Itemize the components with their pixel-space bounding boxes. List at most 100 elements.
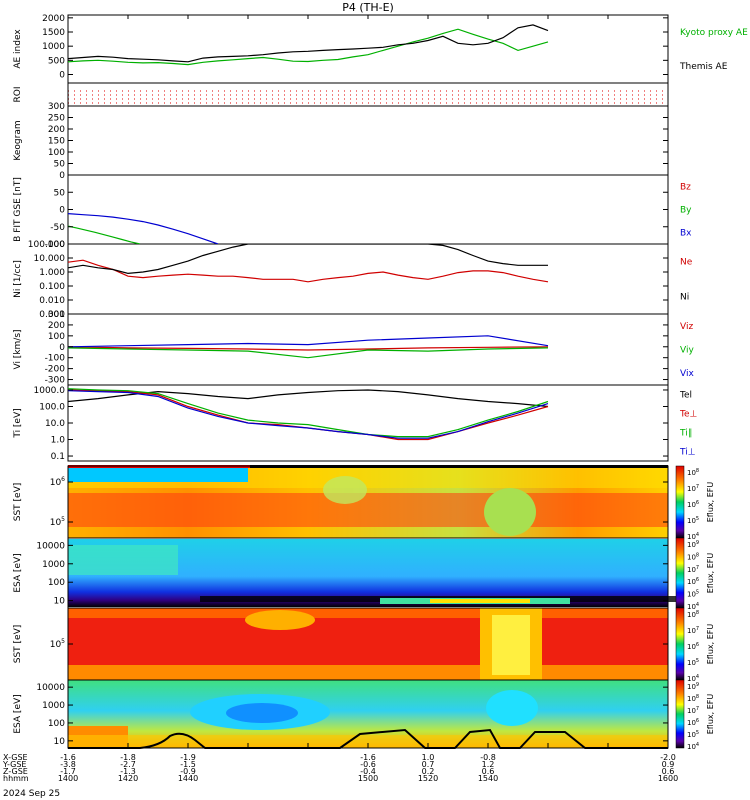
y-axis-label-esa_e: ESA [eV] [13,553,23,592]
colorbar-label: Eflux, EFU [706,624,715,665]
y-tick-label: -100 [45,240,66,250]
y-axis-labels: AE index ROI Keogram B FIT GSE [nT] Ni [1/cc… [13,29,23,734]
y-tick-label: -200 [45,365,66,375]
y-tick-label: 100 [48,148,65,158]
y-tick-label: 10.000 [34,254,66,264]
legend-tel: Tel [679,391,692,401]
x-tick-hhmm: 1500 [358,774,378,783]
colorbar-esa_e [675,537,685,609]
velocity-panel [68,335,549,359]
x-tick-hhmm: 1440 [178,774,198,783]
colorbar-tick: 104 [687,674,699,683]
n-series-ni [68,244,548,275]
colorbar-tick: 105 [687,730,699,739]
y-tick-label: -100 [45,354,66,364]
y-axis-label-b: B FIT GSE [nT] [13,177,23,242]
y-tick-label: 10 [54,597,66,607]
x-tick-hhmm: 1400 [58,774,78,783]
y-axis-label-sst_i: SST [eV] [13,625,23,664]
x-tick-hhmm: 1540 [478,774,498,783]
colorbar-tick: 106 [687,718,699,727]
legend-by: By [680,206,692,216]
y-tick-label: 200 [48,125,65,135]
y-tick-label: 1000 [42,701,65,711]
t-series-ti- [68,388,549,438]
roi-dots [68,90,668,104]
legend-bx: Bx [680,229,692,239]
colorbar-tick: 106 [687,642,699,651]
t-series-ti- [68,390,549,439]
colorbar-tick: 107 [687,484,699,493]
colorbar-label: Eflux, EFU [706,694,715,735]
y-tick-label: 0 [59,71,65,81]
legend-bz: Bz [680,183,691,193]
colorbar-tick: 107 [687,565,699,574]
y-tick-label: 0 [59,171,65,181]
x-tick-xgse: -1.9 [180,753,196,762]
temperature-panel [68,388,549,441]
legend-viy: Viy [680,346,694,356]
x-tick-ygse: -2.7 [120,760,136,769]
y-axis-label-n: Ni [1/cc] [13,260,23,298]
y-axis-label-roi: ROI [13,87,23,103]
y-tick-label: 2000 [42,14,65,24]
x-tick-hhmm: 1420 [118,774,138,783]
y-tick-label: 1.000 [39,268,65,278]
colorbar-tick: 104 [687,742,699,751]
legend-ne: Ne [680,258,693,268]
colorbar-tick: 105 [687,590,699,599]
y-tick-label: 0.010 [39,296,65,306]
sst-ion-spectrogram [68,608,668,680]
x-tick-xgse: -1.6 [360,753,376,762]
y-tick-label: 250 [48,114,65,124]
colorbar-tick: 104 [687,532,699,541]
colorbar-tick: 107 [687,626,699,635]
y-tick-label: 105 [50,638,65,650]
y-tick-label: 1.0 [51,436,66,446]
x-tick-zgse: 0.6 [662,767,675,776]
x-axis-labels: X-GSEY-GSEZ-GSEhhmm-1.6-3.8-1.71400-1.8-… [2,15,678,783]
y-tick-label: 0.001 [39,310,65,320]
y-tick-label: 10 [54,737,66,747]
x-tick-ygse: 0.9 [662,760,675,769]
y-axis-label-t: Ti [eV] [13,408,23,438]
y-tick-label: 10000 [36,541,65,551]
x-tick-xgse: -1.8 [120,753,136,762]
esa-ion-spectrogram [68,680,668,749]
ae-series-themis-ae [68,24,549,63]
x-tick-ygse: 1.2 [482,760,495,769]
y-tick-label: 10.0 [45,419,65,429]
b-series-bx [68,213,219,244]
x-tick-xgse: -2.0 [660,753,676,762]
x-tick-ygse: 0.7 [422,760,435,769]
legend-viz: Viz [680,322,693,332]
sst-electron-spectrogram [68,465,668,538]
x-tick-xgse: -0.8 [480,753,496,762]
colorbar-tick: 104 [687,602,699,611]
colorbar-tick: 105 [687,658,699,667]
y-tick-label: 0 [59,343,65,353]
y-tick-label: 1500 [42,28,65,38]
legend-ni: Ni [680,293,689,303]
legend-vix: Vix [680,369,694,379]
y-tick-label: 0 [59,206,65,216]
y-axis-label-esa_i: ESA [eV] [13,694,23,733]
x-tick-zgse: -1.7 [60,767,76,776]
colorbar-tick: 108 [687,468,699,477]
ae-index-panel [68,24,549,66]
colorbar-sst_e [675,465,685,539]
y-tick-label: 100 [48,719,65,729]
n-series-ne [68,259,549,283]
y-tick-label: 100.000 [28,240,65,250]
y-tick-label: 100 [48,578,65,588]
magnetic-field-panel [68,213,219,244]
colorbar-tick: 107 [687,706,699,715]
x-tick-hhmm: 1520 [418,774,438,783]
y-tick-label: 10000 [36,683,65,693]
y-tick-label: 100.0 [39,402,65,412]
y-tick-label: -300 [45,376,66,386]
y-tick-label: 106 [50,476,65,488]
colorbar-sst_i [675,607,685,681]
x-tick-xgse: 1.0 [422,753,435,762]
